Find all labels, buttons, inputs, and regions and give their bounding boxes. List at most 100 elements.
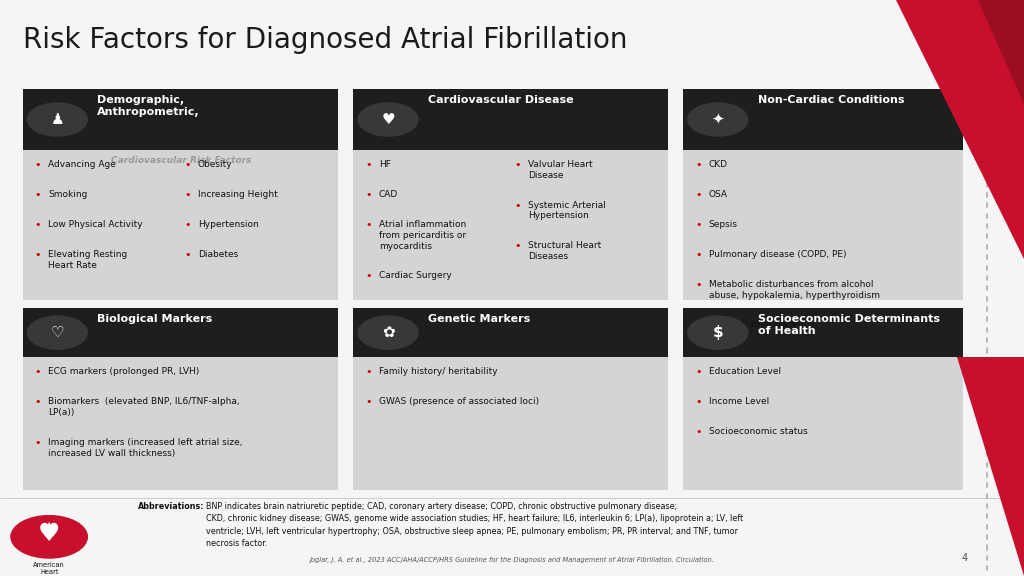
Text: Joglar, J. A. et al., 2023 ACC/AHA/ACCP/HRS Guideline for the Diagnosis and Mana: Joglar, J. A. et al., 2023 ACC/AHA/ACCP/… [309,557,715,563]
Text: OSA: OSA [709,190,728,199]
Bar [683,89,963,300]
Circle shape [10,515,88,559]
Text: Income Level: Income Level [709,397,769,407]
Text: •: • [695,320,701,331]
Text: •: • [514,160,521,170]
Bar [23,89,338,150]
Text: Family history/ heritability: Family history/ heritability [379,367,498,377]
Text: Obesity: Obesity [198,160,232,169]
Text: •: • [695,427,701,437]
Bar [23,89,338,300]
Circle shape [357,316,419,350]
Text: •: • [366,160,372,170]
Text: Cardiovascular Risk Factors: Cardiovascular Risk Factors [111,156,251,165]
Text: Cardiovascular Disease: Cardiovascular Disease [428,95,573,105]
Text: •: • [366,220,372,230]
Text: •: • [366,397,372,407]
Text: •: • [695,250,701,260]
Text: •: • [35,367,41,377]
Text: ✿: ✿ [382,325,394,340]
Text: Valvular Heart
Disease: Valvular Heart Disease [528,160,593,180]
Text: Elevating Resting
Heart Rate: Elevating Resting Heart Rate [48,250,127,270]
Polygon shape [896,0,1024,259]
Text: •: • [35,220,41,230]
Text: Increasing Height: Increasing Height [198,190,278,199]
Bar [23,308,338,357]
Text: •: • [514,241,521,251]
Text: HF: HF [379,160,391,169]
Text: BNP indicates brain natriuretic peptide; CAD, coronary artery disease; COPD, chr: BNP indicates brain natriuretic peptide;… [206,502,743,548]
Text: •: • [514,200,521,211]
Text: Cardiac Surgery: Cardiac Surgery [379,271,452,280]
Bar [353,308,668,357]
Text: CAD: CAD [379,190,398,199]
Text: American
Heart
Association.: American Heart Association. [29,562,70,576]
Text: ♡: ♡ [50,325,65,340]
Text: Atrial inflammation
from pericarditis or
myocarditis: Atrial inflammation from pericarditis or… [379,220,466,251]
Bar [683,89,963,150]
Text: Structural Heart
Diseases: Structural Heart Diseases [528,241,601,261]
Text: Sepsis: Sepsis [709,220,737,229]
Text: ♥: ♥ [38,522,60,546]
Bar [23,308,338,490]
Text: Education Level: Education Level [709,367,780,377]
Bar [683,308,963,490]
Text: Biomarkers  (elevated BNP, IL6/TNF-alpha,
LP(a)): Biomarkers (elevated BNP, IL6/TNF-alpha,… [48,397,240,417]
Text: Advancing Age: Advancing Age [48,160,116,169]
Text: ♟: ♟ [50,112,65,127]
Text: •: • [35,438,41,448]
Text: Non-Cardiac Conditions: Non-Cardiac Conditions [758,95,904,105]
Text: Socioeconomic Determinants
of Health: Socioeconomic Determinants of Health [758,314,940,336]
Text: Imaging markers (increased left atrial size,
increased LV wall thickness): Imaging markers (increased left atrial s… [48,438,243,457]
Bar [353,308,668,490]
Text: ✦: ✦ [712,112,724,127]
Text: $: $ [713,325,723,340]
Text: •: • [366,367,372,377]
Text: •: • [35,250,41,260]
Text: •: • [184,190,190,200]
Text: CKD: CKD [709,160,728,169]
Text: Smoking: Smoking [48,190,87,199]
Circle shape [687,103,749,137]
Circle shape [27,103,88,137]
Polygon shape [978,0,1024,104]
Text: Biological Markers: Biological Markers [97,314,213,324]
Circle shape [27,316,88,350]
Text: Diabetes: Diabetes [198,250,238,259]
Text: •: • [184,250,190,260]
Text: Socioeconomic status: Socioeconomic status [709,427,807,437]
Circle shape [357,103,419,137]
Text: •: • [184,160,190,170]
Text: Metabolic disturbances from alcohol
abuse, hypokalemia, hyperthyroidism: Metabolic disturbances from alcohol abus… [709,280,880,300]
Text: •: • [695,190,701,200]
Text: •: • [35,160,41,170]
Text: •: • [695,160,701,170]
Text: Postoperative state: Postoperative state [709,320,797,329]
Circle shape [687,316,749,350]
Text: Abbreviations:: Abbreviations: [138,502,205,511]
Bar [353,89,668,150]
Text: Systemic Arterial
Hypertension: Systemic Arterial Hypertension [528,200,606,220]
Text: •: • [695,397,701,407]
Text: Pulmonary disease (COPD, PE): Pulmonary disease (COPD, PE) [709,250,846,259]
Text: •: • [184,220,190,230]
Text: Risk Factors for Diagnosed Atrial Fibrillation: Risk Factors for Diagnosed Atrial Fibril… [23,26,627,54]
Text: 4: 4 [962,554,968,563]
Text: ▲: ▲ [46,520,52,529]
Bar [353,89,668,300]
Text: •: • [695,367,701,377]
Text: •: • [35,397,41,407]
Text: •: • [35,190,41,200]
Text: Hypertension: Hypertension [198,220,258,229]
Text: ♥: ♥ [381,112,395,127]
Text: Demographic,
Anthropometric,: Demographic, Anthropometric, [97,95,200,117]
Text: ECG markers (prolonged PR, LVH): ECG markers (prolonged PR, LVH) [48,367,200,377]
Text: Genetic Markers: Genetic Markers [428,314,530,324]
Polygon shape [957,357,1024,576]
Text: •: • [695,220,701,230]
Text: •: • [366,271,372,281]
Text: •: • [366,190,372,200]
Text: GWAS (presence of associated loci): GWAS (presence of associated loci) [379,397,539,407]
Bar [683,308,963,357]
Text: •: • [695,280,701,290]
